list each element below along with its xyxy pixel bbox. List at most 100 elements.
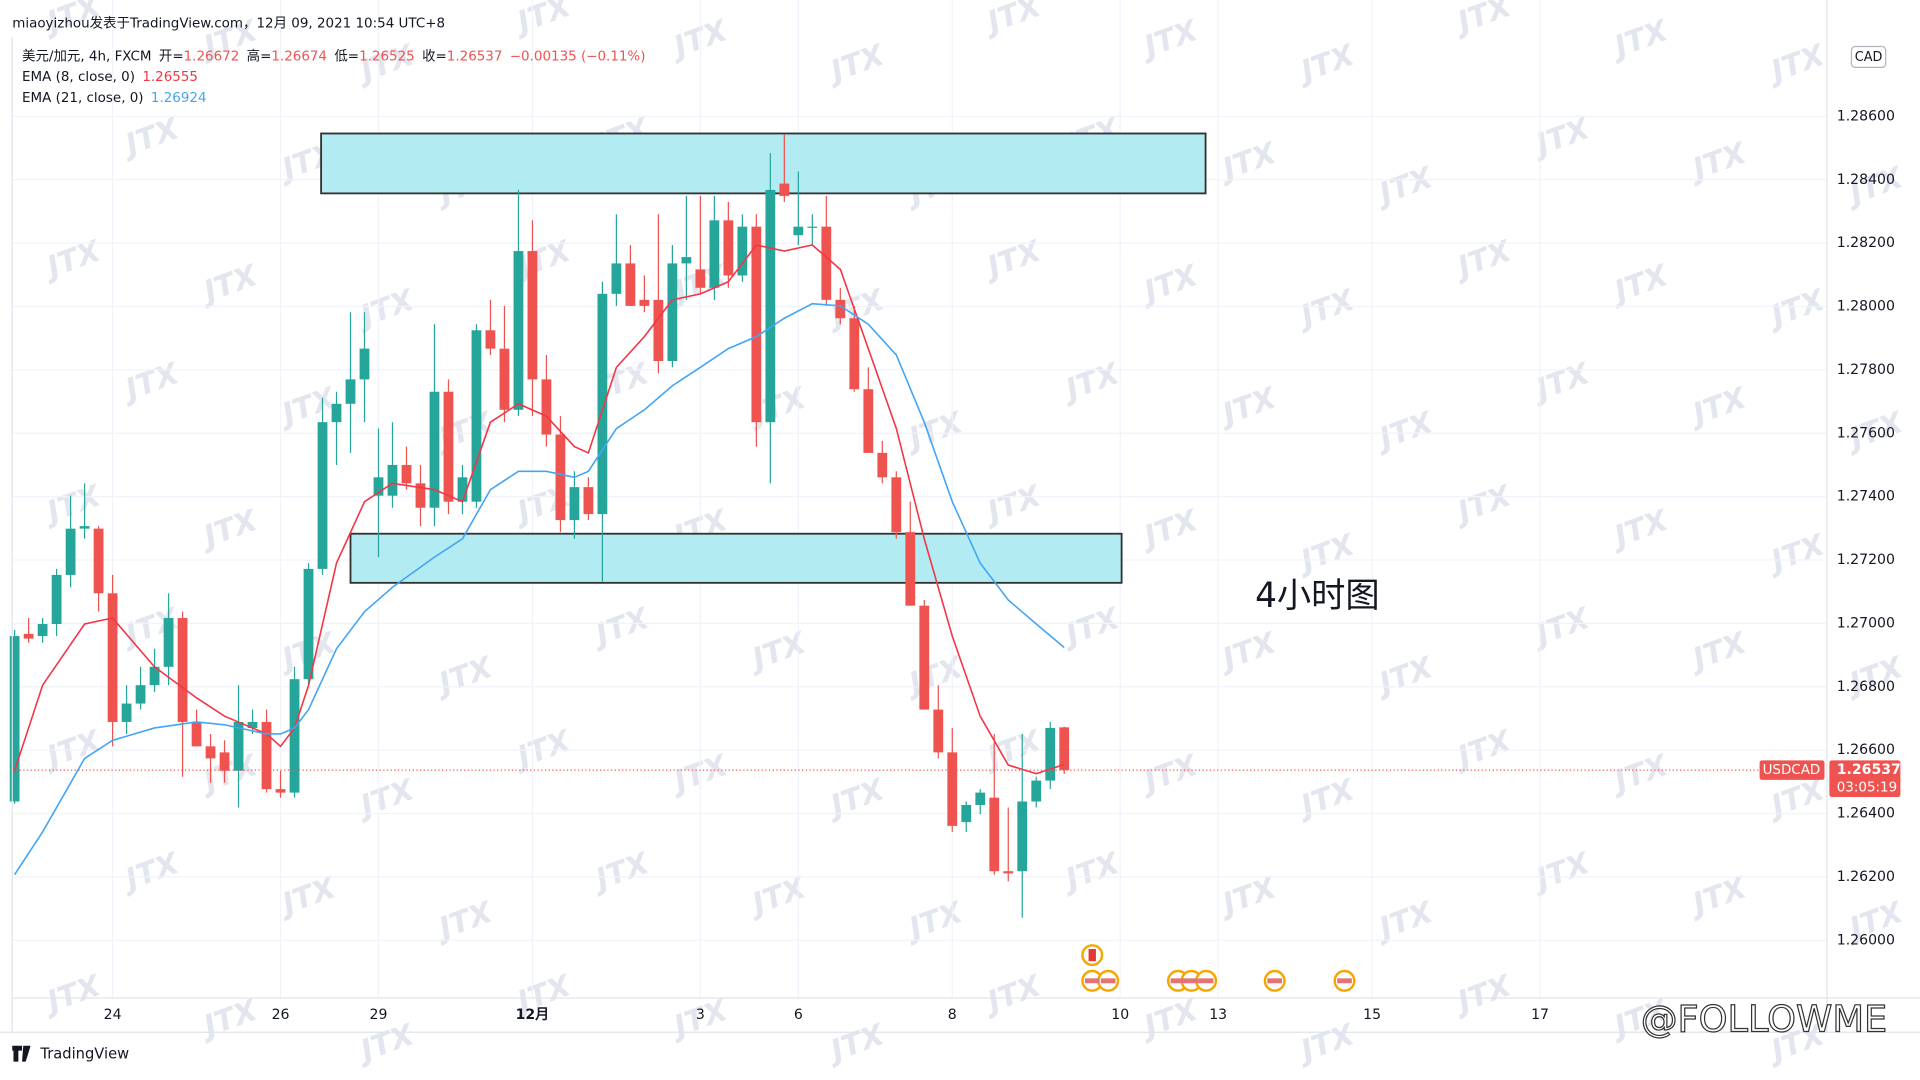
candle-body — [387, 464, 398, 496]
candle-body — [443, 391, 454, 502]
x-tick-label: 26 — [272, 1007, 290, 1023]
zone — [320, 132, 1207, 195]
x-tick-label: 15 — [1363, 1007, 1381, 1023]
ema-line — [13, 244, 1065, 775]
candle-body — [247, 721, 258, 728]
candle-body — [835, 299, 846, 319]
candle-body — [79, 526, 90, 529]
logo-mark — [12, 1045, 31, 1062]
currency: CAD — [1855, 50, 1883, 65]
header: miaoyizhou发表于TradingView.com，12月 09, 202… — [12, 15, 445, 31]
y-tick-label: 1.28200 — [1837, 235, 1895, 251]
candle-body — [863, 389, 874, 453]
candle-body — [527, 251, 538, 380]
event-icon-stripe — [1267, 978, 1283, 984]
candle-body — [429, 391, 440, 508]
candle-body — [905, 532, 916, 606]
candle-body — [807, 226, 818, 228]
candle-body — [667, 263, 678, 362]
candle-body — [681, 257, 692, 264]
legend-text: 收= — [422, 48, 447, 64]
symbol-tag: USDCAD — [1763, 763, 1821, 778]
candle-body — [555, 434, 566, 521]
candle-body — [583, 487, 594, 515]
legend-text: 美元/加元, 4h, FXCM — [22, 48, 152, 64]
event-icon-stripe — [1084, 978, 1100, 984]
line-layer — [13, 244, 1065, 876]
candle-body — [611, 263, 622, 294]
x-tick-label: 3 — [696, 1007, 705, 1023]
y-tick-label: 1.27000 — [1837, 615, 1895, 631]
candle-body — [415, 483, 426, 508]
candle-body — [1003, 871, 1014, 874]
legend-text: 低= — [334, 48, 359, 64]
annotation: 4小时图 — [1255, 576, 1380, 616]
candle-body — [975, 792, 986, 805]
candle-body — [65, 528, 76, 575]
footer-watermark: @FOLLOWME — [1641, 998, 1887, 1041]
candle-body — [933, 709, 944, 753]
price-tag-box — [1829, 760, 1901, 798]
event-icon-stripe — [1198, 978, 1214, 984]
candle-body — [947, 752, 958, 826]
y-tick-label: 1.27800 — [1837, 362, 1895, 378]
candle-body — [219, 752, 230, 771]
candle-body — [289, 679, 300, 793]
legend-text: EMA (8, close, 0) — [22, 70, 135, 85]
candle-body — [303, 568, 314, 680]
legend-text: 1.26924 — [151, 91, 207, 106]
candle-body — [317, 422, 328, 569]
candle-body — [135, 685, 146, 704]
countdown: 03:05:19 — [1837, 780, 1897, 795]
candle-body — [9, 636, 20, 802]
x-tick-label: 29 — [370, 1007, 388, 1023]
x-tick-label: 8 — [948, 1007, 957, 1023]
event-icon-stripe — [1184, 978, 1199, 984]
candle-body — [149, 666, 160, 686]
candle-body — [1059, 727, 1070, 771]
candle-body — [569, 487, 580, 521]
symbol-tag-box — [1759, 760, 1825, 780]
candle-body — [457, 477, 468, 502]
event-icon-stripe — [1100, 978, 1116, 984]
candle-body — [695, 269, 706, 288]
y-tick-label: 1.28000 — [1837, 299, 1895, 315]
candle-body — [1045, 727, 1056, 781]
candle-body — [779, 183, 790, 196]
candle-body — [93, 528, 104, 594]
candle-body — [1017, 801, 1028, 872]
candle-body — [961, 804, 972, 823]
candle-body — [751, 226, 762, 423]
candle-body — [233, 721, 244, 771]
candle-body — [345, 379, 356, 404]
legend-text: −0.00135 (−0.11%) — [510, 49, 646, 64]
x-tick-label: 24 — [104, 1007, 122, 1023]
x-tick-label: 13 — [1209, 1007, 1227, 1023]
candle-body — [625, 263, 636, 306]
y-tick-label: 1.27400 — [1837, 489, 1895, 505]
candle-body — [723, 220, 734, 276]
legend-text: 1.26525 — [359, 49, 415, 64]
zone — [349, 532, 1123, 584]
y-tick-label: 1.26400 — [1837, 806, 1895, 822]
candle-body — [471, 330, 482, 502]
legend-text: 1.26672 — [184, 49, 240, 64]
legend-text: 开= — [159, 49, 184, 64]
candle-body — [793, 226, 804, 236]
ema-line — [13, 302, 1065, 876]
candle-body — [919, 605, 930, 710]
candle-body — [23, 633, 34, 639]
currency-box — [1850, 45, 1887, 68]
x-tick-label: 6 — [794, 1007, 803, 1023]
candle-body — [401, 464, 412, 484]
legend-text: 高= — [247, 47, 272, 64]
candle-body — [499, 348, 510, 410]
candle-body — [275, 789, 286, 793]
candle-body — [205, 746, 216, 759]
candle-body — [191, 721, 202, 747]
legend-text: 1.26674 — [271, 49, 327, 64]
candle-body — [331, 403, 342, 423]
candle-body — [107, 593, 118, 722]
